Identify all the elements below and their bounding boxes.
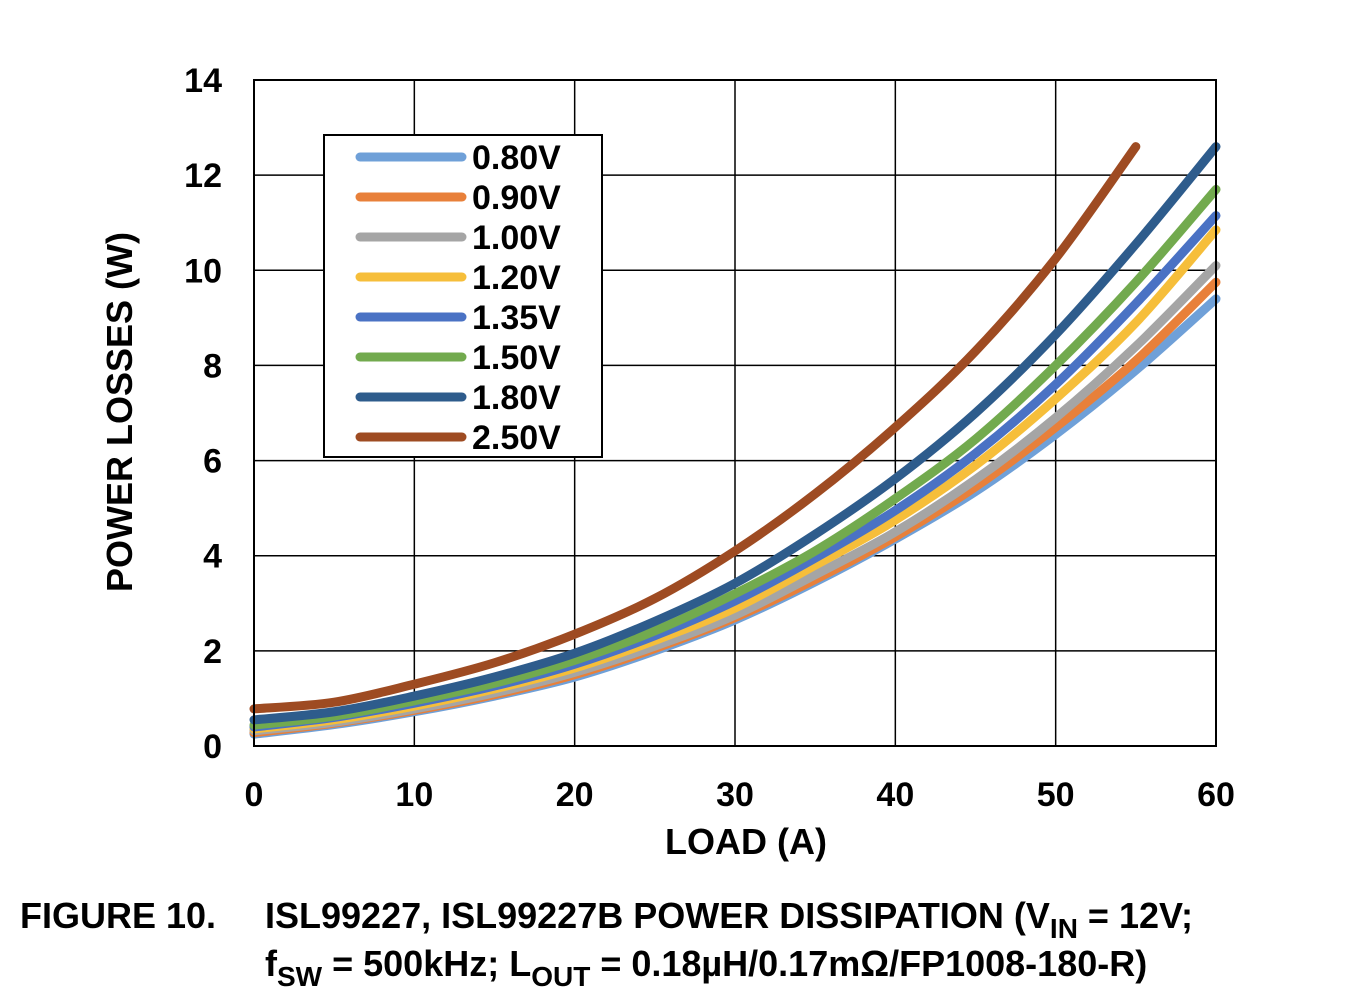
caption-lout-value: = 0.18µH/0.17mΩ/FP1008-180-R) [590, 943, 1148, 984]
y-tick-label-6: 12 [184, 157, 222, 195]
caption-vin-value: = 12V; [1077, 895, 1194, 936]
legend-label-180v: 1.80V [472, 379, 561, 417]
fsw-subscript: SW [277, 961, 323, 992]
y-tick-labels: 0 2 4 6 8 10 12 14 [184, 62, 222, 766]
figure-caption: FIGURE 10. ISL99227, ISL99227B POWER DISS… [20, 892, 1360, 991]
caption-line-2: fSW = 500kHz; LOUT = 0.18µH/0.17mΩ/FP100… [20, 940, 1360, 991]
y-axis-title: POWER LOSSES (W) [99, 232, 140, 592]
legend-label-090v: 0.90V [472, 179, 561, 217]
chart: 0 2 4 6 8 10 12 14 0 10 20 30 40 50 60 LOAD (A) POWER… [99, 62, 1235, 862]
x-tick-label-3: 30 [716, 776, 754, 814]
y-tick-label-4: 8 [203, 347, 222, 385]
y-tick-label-2: 4 [203, 538, 222, 576]
x-tick-label-4: 40 [876, 776, 914, 814]
legend-label-120v: 1.20V [472, 259, 561, 297]
series-lines [249, 142, 1221, 739]
legend-box [323, 134, 603, 458]
y-tick-label-0: 0 [203, 728, 222, 766]
legend-label-135v: 1.35V [472, 299, 561, 337]
series-line-180v [249, 142, 1221, 725]
y-tick-label-1: 2 [203, 633, 222, 671]
vin-subscript: IN [1049, 913, 1078, 944]
y-tick-label-3: 6 [203, 443, 222, 481]
legend-label-250v: 2.50V [472, 419, 561, 457]
legend-label-080v: 0.80V [472, 139, 561, 177]
caption-title: ISL99227, ISL99227B POWER DISSIPATION (V [265, 895, 1050, 936]
figure-label: FIGURE 10. [20, 895, 217, 936]
caption-line-1: FIGURE 10. ISL99227, ISL99227B POWER DISS… [20, 892, 1360, 943]
legend-label-100v: 1.00V [472, 219, 561, 257]
caption-fsw-value: = 500kHz; L [322, 943, 532, 984]
x-tick-labels: 0 10 20 30 40 50 60 [245, 776, 1235, 814]
caption-f: f [265, 943, 277, 984]
x-tick-label-6: 60 [1197, 776, 1235, 814]
plot-frame [253, 79, 1217, 747]
x-axis-title: LOAD (A) [665, 821, 827, 862]
series-line-150v [249, 184, 1221, 730]
y-tick-label-5: 10 [184, 252, 222, 290]
y-tick-label-7: 14 [184, 62, 222, 100]
x-tick-label-5: 50 [1037, 776, 1075, 814]
lout-subscript: OUT [531, 961, 591, 992]
series-line-250v [249, 142, 1141, 714]
x-tick-label-0: 0 [245, 776, 264, 814]
x-tick-label-1: 10 [395, 776, 433, 814]
legend-label-150v: 1.50V [472, 339, 561, 377]
x-tick-label-2: 20 [556, 776, 594, 814]
